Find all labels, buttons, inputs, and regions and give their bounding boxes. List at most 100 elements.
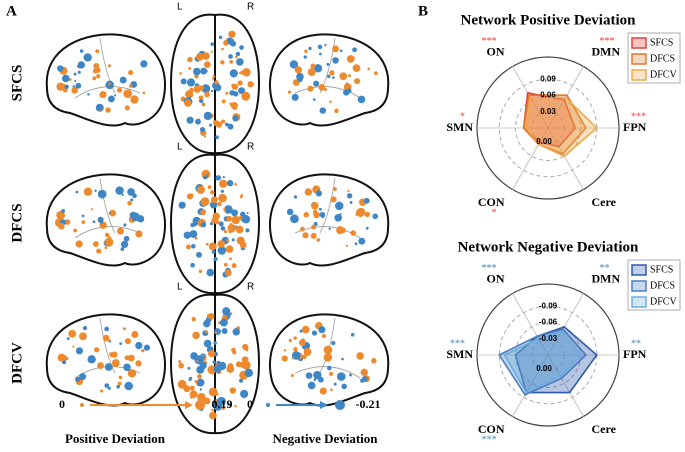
node-dot <box>231 209 239 217</box>
node-dot <box>204 135 207 138</box>
node-dot <box>143 344 151 351</box>
node-dot <box>196 251 202 258</box>
node-dot <box>218 193 227 203</box>
node-dot <box>205 242 209 246</box>
node-dot <box>104 363 113 371</box>
node-dot <box>117 381 122 386</box>
node-dot <box>186 78 196 87</box>
node-dot <box>199 362 207 370</box>
node-dot <box>121 193 124 196</box>
node-dot <box>197 374 202 379</box>
node-dot <box>128 84 133 88</box>
chart-title: Network Positive Deviation <box>461 12 637 28</box>
node-dot <box>201 102 206 107</box>
node-dot <box>183 231 192 239</box>
legend-swatch <box>631 69 647 81</box>
node-dot <box>331 76 335 80</box>
node-dot <box>196 378 205 387</box>
node-dot <box>303 212 309 218</box>
node-dot <box>324 44 327 47</box>
node-dot <box>289 60 299 69</box>
node-dot <box>222 175 225 179</box>
node-dot <box>293 347 298 352</box>
node-dot <box>111 359 120 367</box>
node-dot <box>211 206 214 209</box>
node-dot <box>199 126 206 133</box>
node-dot <box>356 352 364 360</box>
node-dot <box>329 70 335 76</box>
legend-swatch <box>631 37 647 49</box>
node-dot <box>92 68 98 74</box>
node-dot <box>244 368 254 378</box>
node-dot <box>92 241 99 247</box>
node-dot <box>334 201 344 211</box>
node-dot <box>190 396 193 399</box>
node-dot <box>313 64 323 73</box>
legend-dot <box>195 400 205 410</box>
node-dot <box>99 90 107 99</box>
node-dot <box>227 123 234 130</box>
node-dot <box>299 329 303 333</box>
node-dot <box>186 244 191 250</box>
node-dot <box>102 334 110 342</box>
node-dot <box>142 91 146 95</box>
node-dot <box>342 89 350 96</box>
node-dot <box>332 57 339 64</box>
node-dot <box>231 347 236 353</box>
node-dot <box>346 55 355 63</box>
node-dot <box>238 87 246 95</box>
node-dot <box>116 384 121 389</box>
node-dot <box>203 173 206 177</box>
node-dot <box>113 94 117 97</box>
node-dot <box>242 68 251 77</box>
node-dot <box>208 123 212 127</box>
node-dot <box>240 389 249 398</box>
node-dot <box>303 348 312 356</box>
node-dot <box>75 376 81 382</box>
node-dot <box>206 268 215 277</box>
node-dot <box>200 209 206 216</box>
node-dot <box>297 76 303 83</box>
node-dot <box>357 208 366 216</box>
node-dot <box>198 186 205 193</box>
node-dot <box>225 215 232 222</box>
node-dot <box>354 78 361 85</box>
node-dot <box>287 90 292 94</box>
node-dot <box>307 85 314 92</box>
legend-dot <box>266 403 270 407</box>
node-dot <box>204 330 208 334</box>
node-dot <box>239 195 243 199</box>
node-dot <box>331 340 336 346</box>
legend-swatch <box>631 264 647 276</box>
node-dot <box>334 213 343 222</box>
legend-label: DFCV <box>650 296 677 307</box>
node-dot <box>223 207 226 211</box>
spoke <box>512 354 549 417</box>
node-dot <box>201 355 205 359</box>
node-dot <box>317 44 323 50</box>
node-dot <box>220 226 226 231</box>
node-dot <box>229 387 236 394</box>
row-label: SFCS <box>9 65 25 102</box>
node-dot <box>79 373 87 381</box>
node-dot <box>219 318 228 327</box>
node-dot <box>213 365 222 373</box>
r-tick-label: -0.09 <box>539 301 558 310</box>
r-tick-label: 0.00 <box>536 364 552 373</box>
node-dot <box>178 360 182 364</box>
node-dot <box>318 207 322 211</box>
node-dot <box>326 62 330 66</box>
node-dot <box>348 74 351 78</box>
node-dot <box>111 351 118 358</box>
node-dot <box>200 222 207 228</box>
node-dot <box>109 209 117 217</box>
node-dot <box>197 392 206 402</box>
node-dot <box>71 86 79 94</box>
node-dot <box>333 382 337 386</box>
node-dot <box>178 201 186 209</box>
node-dot <box>92 76 97 81</box>
node-dot <box>288 338 292 343</box>
node-dot <box>190 222 195 228</box>
node-dot <box>219 179 228 188</box>
